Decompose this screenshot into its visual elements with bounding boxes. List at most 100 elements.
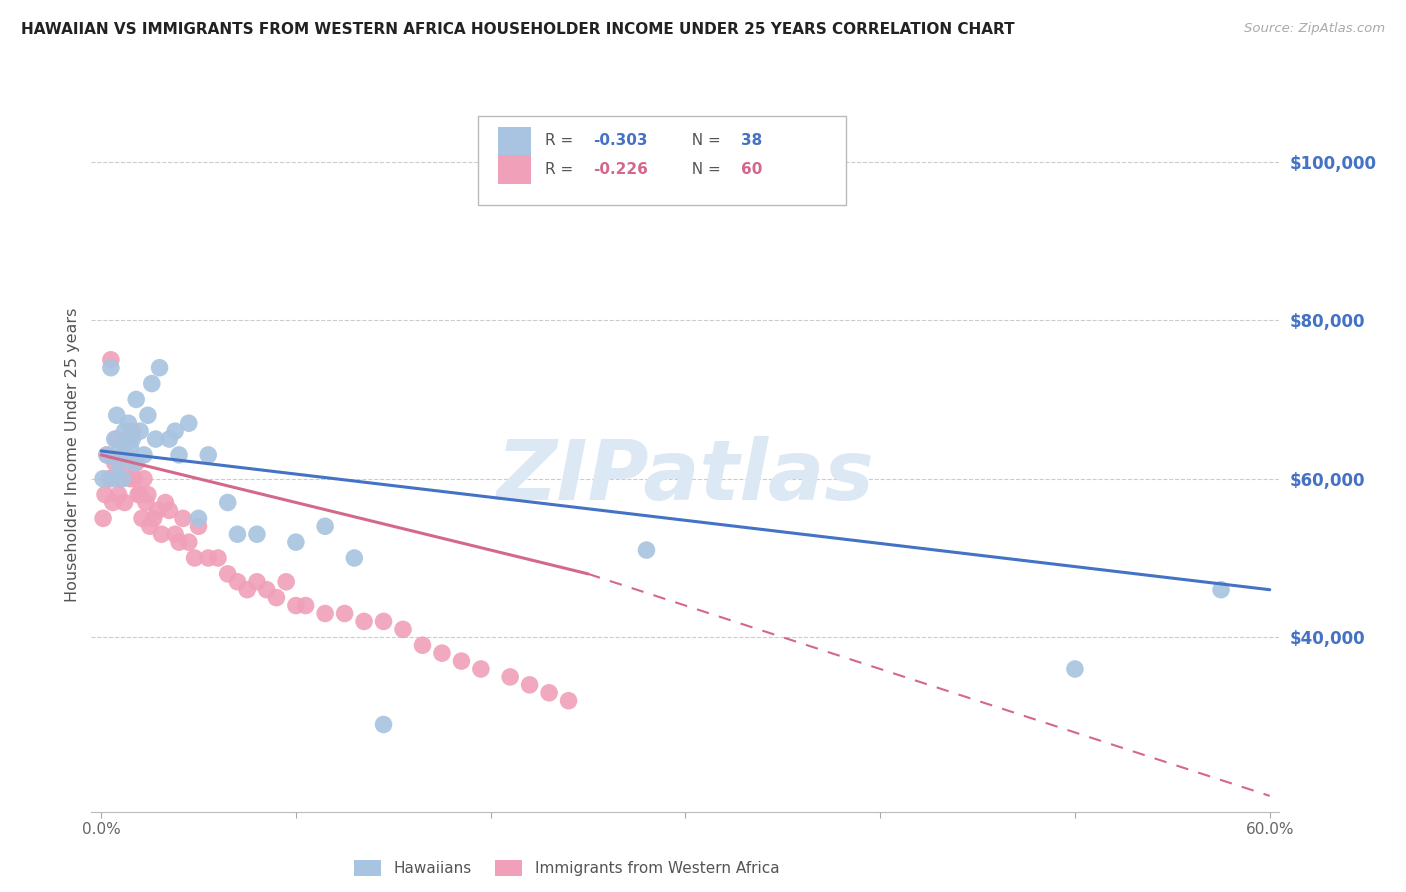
Point [246, 574, 269, 589]
Point [125, 456, 148, 470]
Point [226, 527, 249, 541]
Point [132, 448, 155, 462]
Point [129, 424, 152, 438]
Text: R =: R = [546, 134, 578, 148]
Point [538, 686, 561, 700]
Point [165, 424, 187, 438]
Point [430, 646, 453, 660]
Text: R =: R = [546, 162, 578, 177]
Point [266, 591, 288, 605]
Text: -0.226: -0.226 [593, 162, 648, 177]
Text: 60: 60 [741, 162, 762, 177]
Point [120, 440, 142, 454]
Point [470, 662, 492, 676]
Point [117, 432, 139, 446]
Point [122, 472, 145, 486]
Point [314, 607, 336, 621]
Point [150, 527, 173, 541]
Point [136, 409, 159, 423]
Point [132, 472, 155, 486]
Point [187, 519, 209, 533]
Point [226, 574, 249, 589]
Point [157, 432, 180, 446]
Point [167, 448, 190, 462]
Point [111, 472, 134, 486]
Point [392, 623, 415, 637]
Legend: Hawaiians, Immigrants from Western Africa: Hawaiians, Immigrants from Western Afric… [347, 855, 786, 882]
Point [145, 432, 167, 446]
Point [115, 448, 138, 462]
Point [333, 607, 356, 621]
Bar [498, 155, 531, 184]
Point [97, 472, 120, 486]
Point [125, 392, 148, 407]
Point [135, 495, 157, 509]
Point [114, 495, 136, 509]
Point [100, 352, 122, 367]
Point [100, 360, 122, 375]
Point [120, 472, 142, 486]
Point [183, 551, 205, 566]
Point [91, 472, 114, 486]
Point [91, 511, 114, 525]
Point [177, 535, 200, 549]
Point [636, 543, 658, 558]
Point [94, 487, 117, 501]
Point [411, 638, 433, 652]
Point [131, 511, 153, 525]
Point [96, 448, 118, 462]
Point [217, 495, 239, 509]
Point [101, 495, 124, 509]
Point [187, 511, 209, 525]
Point [276, 574, 298, 589]
Point [314, 519, 336, 533]
Point [142, 511, 165, 525]
Point [115, 456, 138, 470]
Point [1209, 582, 1232, 597]
Text: -0.303: -0.303 [593, 134, 647, 148]
Point [217, 566, 239, 581]
Point [256, 582, 278, 597]
Point [110, 440, 132, 454]
Point [148, 360, 170, 375]
Point [373, 615, 395, 629]
Text: Source: ZipAtlas.com: Source: ZipAtlas.com [1244, 22, 1385, 36]
Point [519, 678, 541, 692]
Point [177, 416, 200, 430]
Text: HAWAIIAN VS IMMIGRANTS FROM WESTERN AFRICA HOUSEHOLDER INCOME UNDER 25 YEARS COR: HAWAIIAN VS IMMIGRANTS FROM WESTERN AFRI… [21, 22, 1015, 37]
Text: N =: N = [682, 134, 725, 148]
Point [353, 615, 375, 629]
Point [236, 582, 259, 597]
Text: N =: N = [682, 162, 725, 177]
Point [105, 409, 128, 423]
Point [157, 503, 180, 517]
Point [207, 551, 229, 566]
Point [499, 670, 522, 684]
Point [139, 519, 162, 533]
Point [122, 456, 145, 470]
Point [117, 416, 139, 430]
Point [111, 448, 134, 462]
Point [105, 432, 128, 446]
Bar [498, 127, 531, 155]
Point [136, 487, 159, 501]
Point [101, 472, 124, 486]
Point [121, 432, 143, 446]
FancyBboxPatch shape [478, 116, 846, 205]
Point [110, 472, 132, 486]
Point [373, 717, 395, 731]
Point [246, 527, 269, 541]
Point [107, 456, 129, 470]
Text: 38: 38 [741, 134, 762, 148]
Point [167, 535, 190, 549]
Point [284, 535, 307, 549]
Point [343, 551, 366, 566]
Point [172, 511, 194, 525]
Point [127, 487, 149, 501]
Point [129, 487, 152, 501]
Point [96, 448, 118, 462]
Y-axis label: Householder Income Under 25 years: Householder Income Under 25 years [65, 308, 80, 602]
Point [155, 495, 177, 509]
Point [104, 432, 127, 446]
Point [146, 503, 169, 517]
